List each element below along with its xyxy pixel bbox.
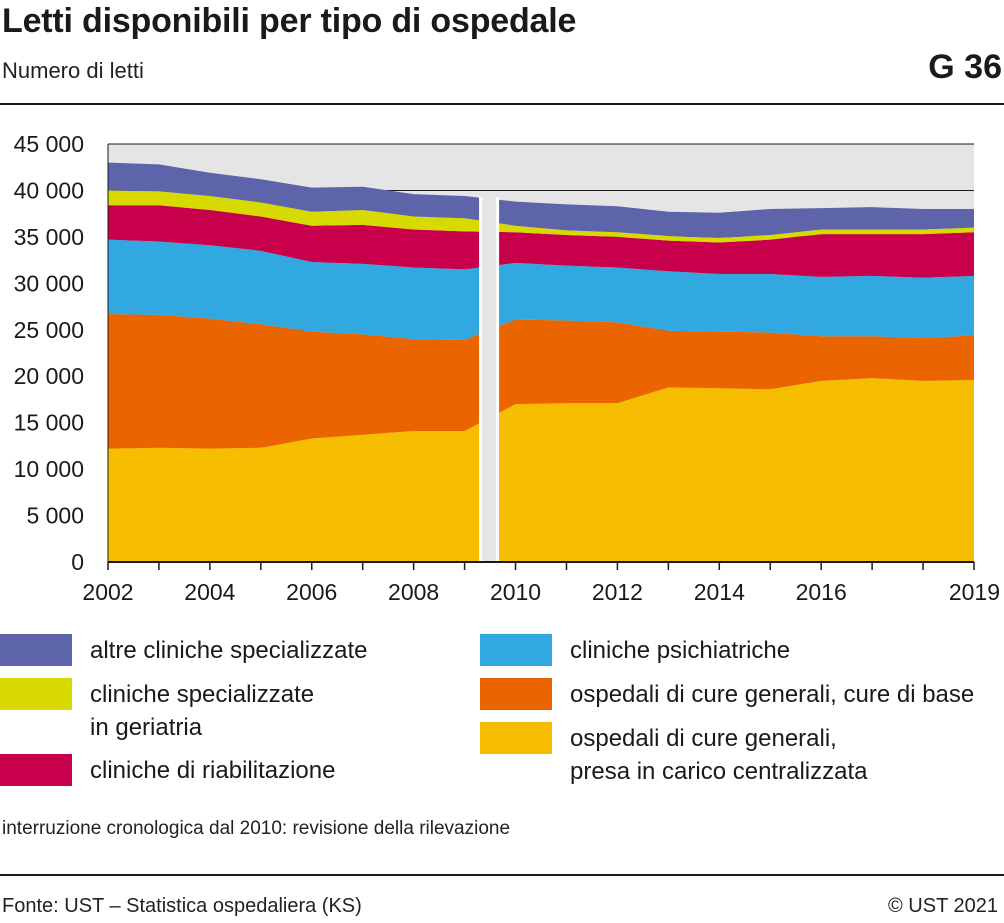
legend-item: cliniche di riabilitazione	[0, 754, 335, 787]
chart-title: Letti disponibili per tipo di ospedale	[2, 2, 577, 40]
series-area-5	[108, 190, 974, 243]
legend-item: ospedali di cure generali, cure di base	[480, 678, 974, 711]
y-tick-label: 5 000	[26, 503, 84, 529]
legend: altre cliniche specializzate cliniche spe…	[0, 628, 1004, 798]
y-tick-label: 20 000	[14, 363, 84, 389]
y-tick-label: 30 000	[14, 270, 84, 296]
chart-note: interruzione cronologica dal 2010: revis…	[2, 818, 511, 839]
x-tick-label: 2014	[694, 579, 745, 605]
x-tick-labels: 2002 2004 2006 2008 2010 2012 2014 2016 2019	[82, 579, 1000, 605]
legend-label: altre cliniche specializzate	[90, 637, 368, 664]
legend-label: ospedali di cure generali, presa in cari…	[570, 725, 868, 785]
legend-label: cliniche di riabilitazione	[90, 757, 336, 784]
series-areas	[108, 162, 974, 562]
y-tick-label: 15 000	[14, 410, 84, 436]
x-tick-label: 2016	[796, 579, 847, 605]
legend-item: ospedali di cure generali, presa in cari…	[480, 722, 867, 788]
x-tick-label: 2002	[82, 579, 133, 605]
y-tick-label: 10 000	[14, 456, 84, 482]
y-tick-label: 45 000	[14, 131, 84, 157]
y-tick-label: 0	[71, 549, 84, 575]
x-tick-label: 2004	[184, 579, 235, 605]
y-tick-label: 35 000	[14, 224, 84, 250]
break-band	[480, 197, 498, 562]
legend-label: cliniche specializzate in geriatria	[90, 681, 315, 741]
chronological-break	[479, 197, 500, 562]
stacked-area-chart: 0 5 000 10 000 15 000 20 000 25 000 30 000 35 0…	[14, 131, 1000, 605]
source-text: Fonte: UST – Statistica ospedaliera (KS)	[2, 895, 362, 917]
graphic-code: G 36	[928, 48, 1002, 86]
legend-swatch	[0, 754, 72, 786]
series-area-4	[108, 205, 974, 278]
x-tick-label: 2008	[388, 579, 439, 605]
series-area-6	[108, 162, 974, 238]
x-tick-label: 2019	[949, 579, 1000, 605]
legend-swatch	[0, 634, 72, 666]
axes	[107, 144, 975, 570]
legend-swatch	[480, 678, 552, 710]
y-tick-label: 25 000	[14, 317, 84, 343]
legend-swatch	[480, 722, 552, 754]
legend-swatch	[480, 634, 552, 666]
legend-item: cliniche specializzate in geriatria	[0, 678, 314, 744]
top-divider	[0, 103, 1004, 105]
x-tick-label: 2012	[592, 579, 643, 605]
legend-item: cliniche psichiatriche	[480, 634, 790, 667]
y-tick-labels: 0 5 000 10 000 15 000 20 000 25 000 30 000 35 0…	[14, 131, 84, 575]
series-area-3	[108, 239, 974, 340]
x-tick-label: 2006	[286, 579, 337, 605]
chart-subtitle: Numero di letti	[2, 58, 144, 83]
legend-swatch	[0, 678, 72, 710]
series-area-2	[108, 313, 974, 449]
legend-label: cliniche psichiatriche	[570, 637, 791, 664]
x-tick-label: 2010	[490, 579, 541, 605]
legend-item: altre cliniche specializzate	[0, 634, 367, 667]
y-tick-label: 40 000	[14, 177, 84, 203]
bottom-divider	[0, 874, 1004, 876]
legend-label: ospedali di cure generali, cure di base	[570, 681, 975, 708]
series-area-1	[108, 378, 974, 562]
copyright-text: © UST 2021	[888, 895, 998, 917]
